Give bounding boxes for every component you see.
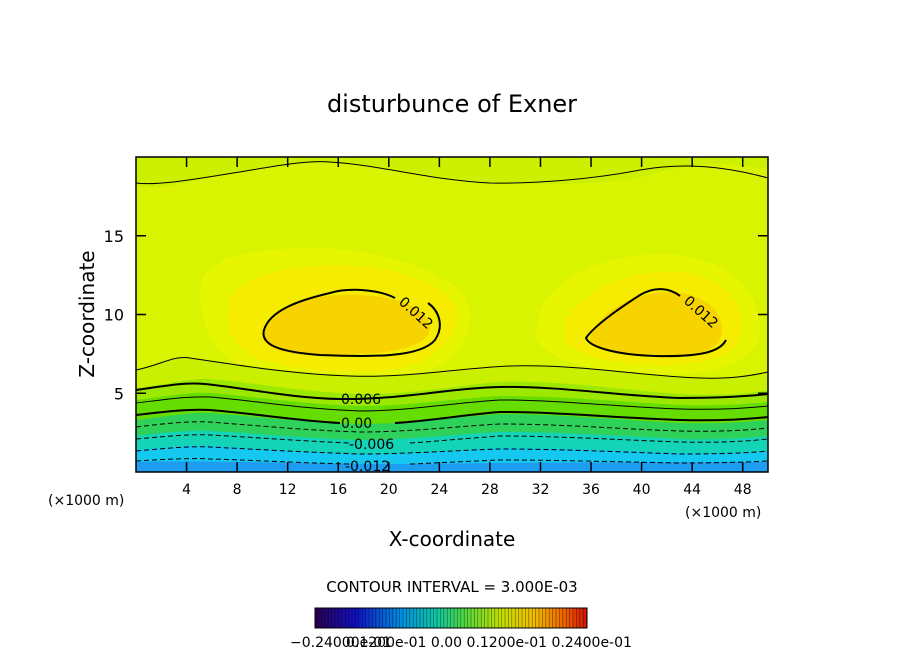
contour-line-neg0.006 [136,434,768,444]
contour-line-0.00 [136,408,768,424]
field-band-min [136,461,768,472]
y-axis-label: Z-coordinate [75,250,99,377]
x-tick-label: 36 [582,482,600,498]
contour-interval-text: CONTOUR INTERVAL = 3.000E-03 [326,578,577,596]
contour-label-0.00: 0.00 [341,416,372,432]
colorbar-ticks [317,608,587,628]
contour-line-0.006 [136,382,768,401]
contour-label-neg0.006: -0.006 [349,437,394,453]
y-tick-label: 15 [104,227,124,246]
x-axis-ticks: 4 8 12 16 20 24 28 32 36 40 44 48 [182,157,752,498]
field-band-max [264,294,431,355]
x-tick-label: 32 [532,482,550,498]
field-band-top [136,157,768,188]
x-axis-unit: (×1000 m) [685,505,761,521]
chart-title: disturbunce of Exner [327,90,577,118]
colorbar-gradient [314,607,588,629]
x-tick-label: 48 [734,482,752,498]
field-band-max-right [590,292,722,356]
y-tick-label: 10 [104,306,124,325]
contour-line-0.012-right [584,288,727,358]
contour-line-0.003 [136,396,768,412]
x-tick-label: 24 [430,482,448,498]
contour-label-0.006: 0.006 [341,392,381,408]
contour-line-top [136,161,768,185]
contour-line-neg0.003 [136,421,768,433]
x-tick-label: 8 [233,482,242,498]
y-axis-ticks: 5 10 15 [104,227,768,403]
x-tick-label: 20 [380,482,398,498]
x-tick-label: 40 [633,482,651,498]
colorbar-label-overlap: 0.1200e-01 0.00 0.1200e-01 0.2400e-01 [346,635,632,651]
x-axis-label: X-coordinate [389,527,516,551]
x-tick-label: 16 [329,482,347,498]
x-tick-label: 4 [182,482,191,498]
colorbar [314,607,588,629]
x-tick-label: 44 [683,482,701,498]
x-tick-label: 28 [481,482,499,498]
contour-label-neg0.012: -0.012 [345,459,390,475]
y-axis-unit: (×1000 m) [48,493,124,509]
contour-line-neg0.012 [136,458,768,465]
contour-lines [136,161,768,465]
contour-line-neg0.009 [136,446,768,455]
contour-line-upper [136,356,768,379]
contour-field: 0.012 0.012 0.006 0.00 -0.006 -0.012 [136,157,768,475]
colorbar-label-min: −0.24000e-01 [290,635,391,651]
contour-line-0.012-left [262,288,441,358]
y-tick-label: 5 [114,384,124,403]
x-tick-label: 12 [279,482,297,498]
